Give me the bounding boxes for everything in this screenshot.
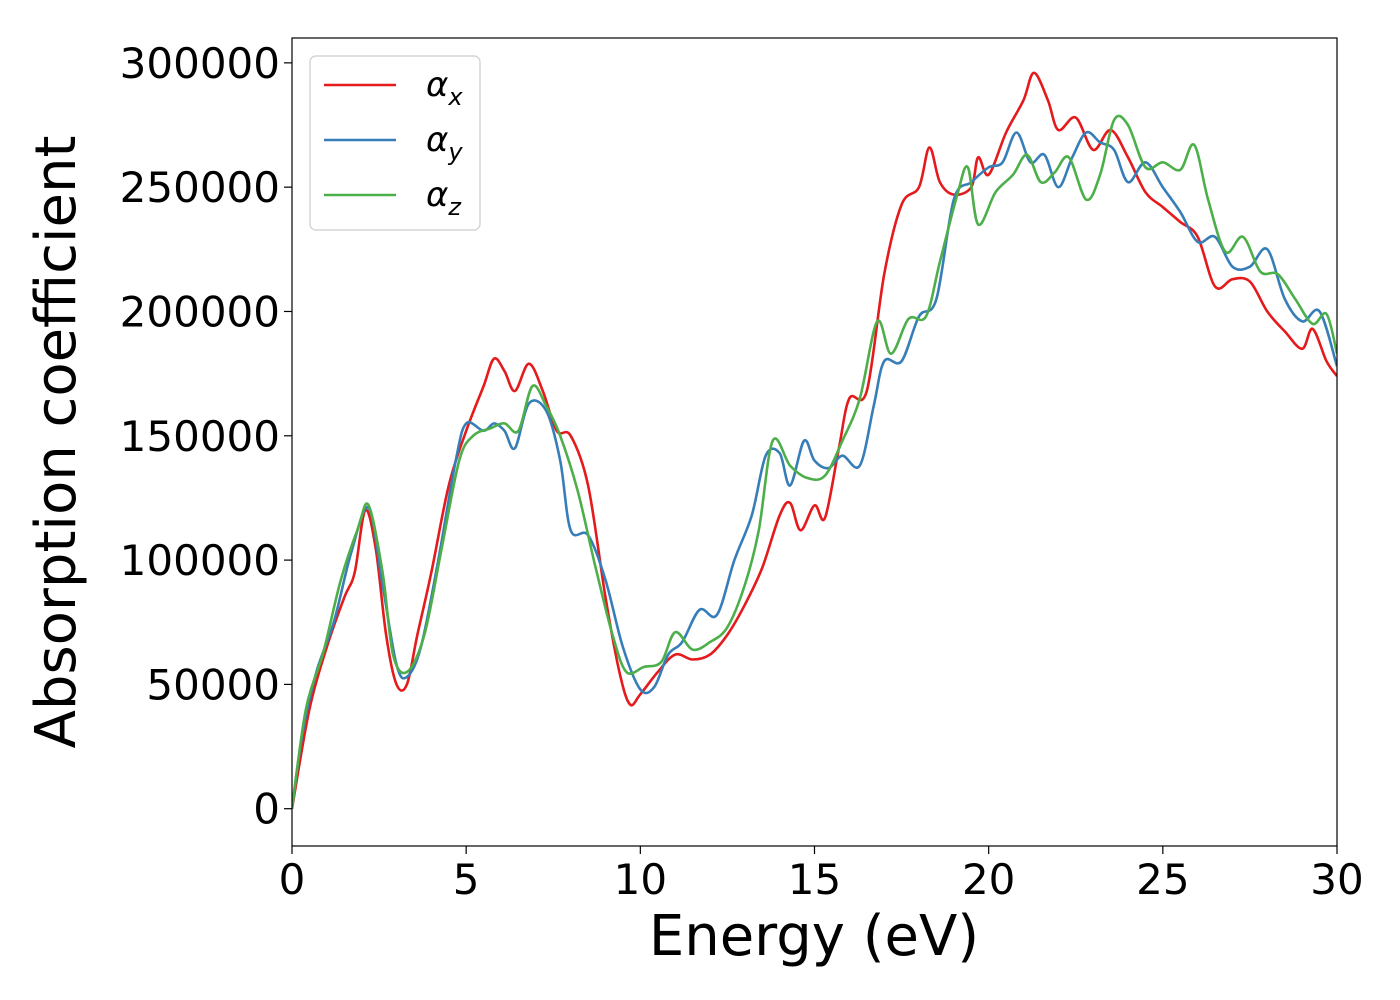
legend-label-subscript: z	[447, 193, 462, 221]
y-axis: 0 50000 100000 150000 200000 250000 300000	[120, 39, 292, 834]
x-tick-label: 25	[1136, 855, 1189, 904]
y-tick-label: 100000	[120, 536, 280, 585]
legend-label-subscript: y	[447, 138, 463, 166]
series-line-x	[292, 71, 1337, 809]
legend-label-base: α	[426, 65, 448, 105]
legend-label-z: αz	[426, 175, 462, 221]
y-tick-label: 300000	[120, 39, 280, 88]
x-tick-label: 10	[614, 855, 667, 904]
series-line-z	[292, 114, 1337, 809]
x-tick-label: 20	[962, 855, 1015, 904]
x-axis: 0 5 10 15 20 25 30	[279, 846, 1364, 904]
series-layer	[292, 71, 1337, 809]
x-tick-label: 30	[1310, 855, 1363, 904]
x-tick-label: 0	[279, 855, 306, 904]
y-tick-label: 250000	[120, 163, 280, 212]
legend-label-base: α	[426, 175, 448, 215]
legend-label-x: αx	[426, 65, 463, 111]
legend-label-y: αy	[426, 120, 463, 166]
legend-label-subscript: x	[447, 83, 463, 111]
legend-box	[309, 55, 481, 231]
y-tick-label: 200000	[120, 287, 280, 336]
x-axis-label: Energy (eV)	[649, 904, 979, 969]
y-tick-label: 150000	[120, 412, 280, 461]
x-tick-label: 15	[788, 855, 841, 904]
x-tick-label: 5	[453, 855, 480, 904]
y-axis-label: Absorption coefficient	[24, 136, 89, 749]
series-line-y	[292, 130, 1337, 809]
y-tick-label: 0	[253, 785, 280, 834]
y-tick-label: 50000	[146, 660, 280, 709]
legend-label-base: α	[426, 120, 448, 160]
